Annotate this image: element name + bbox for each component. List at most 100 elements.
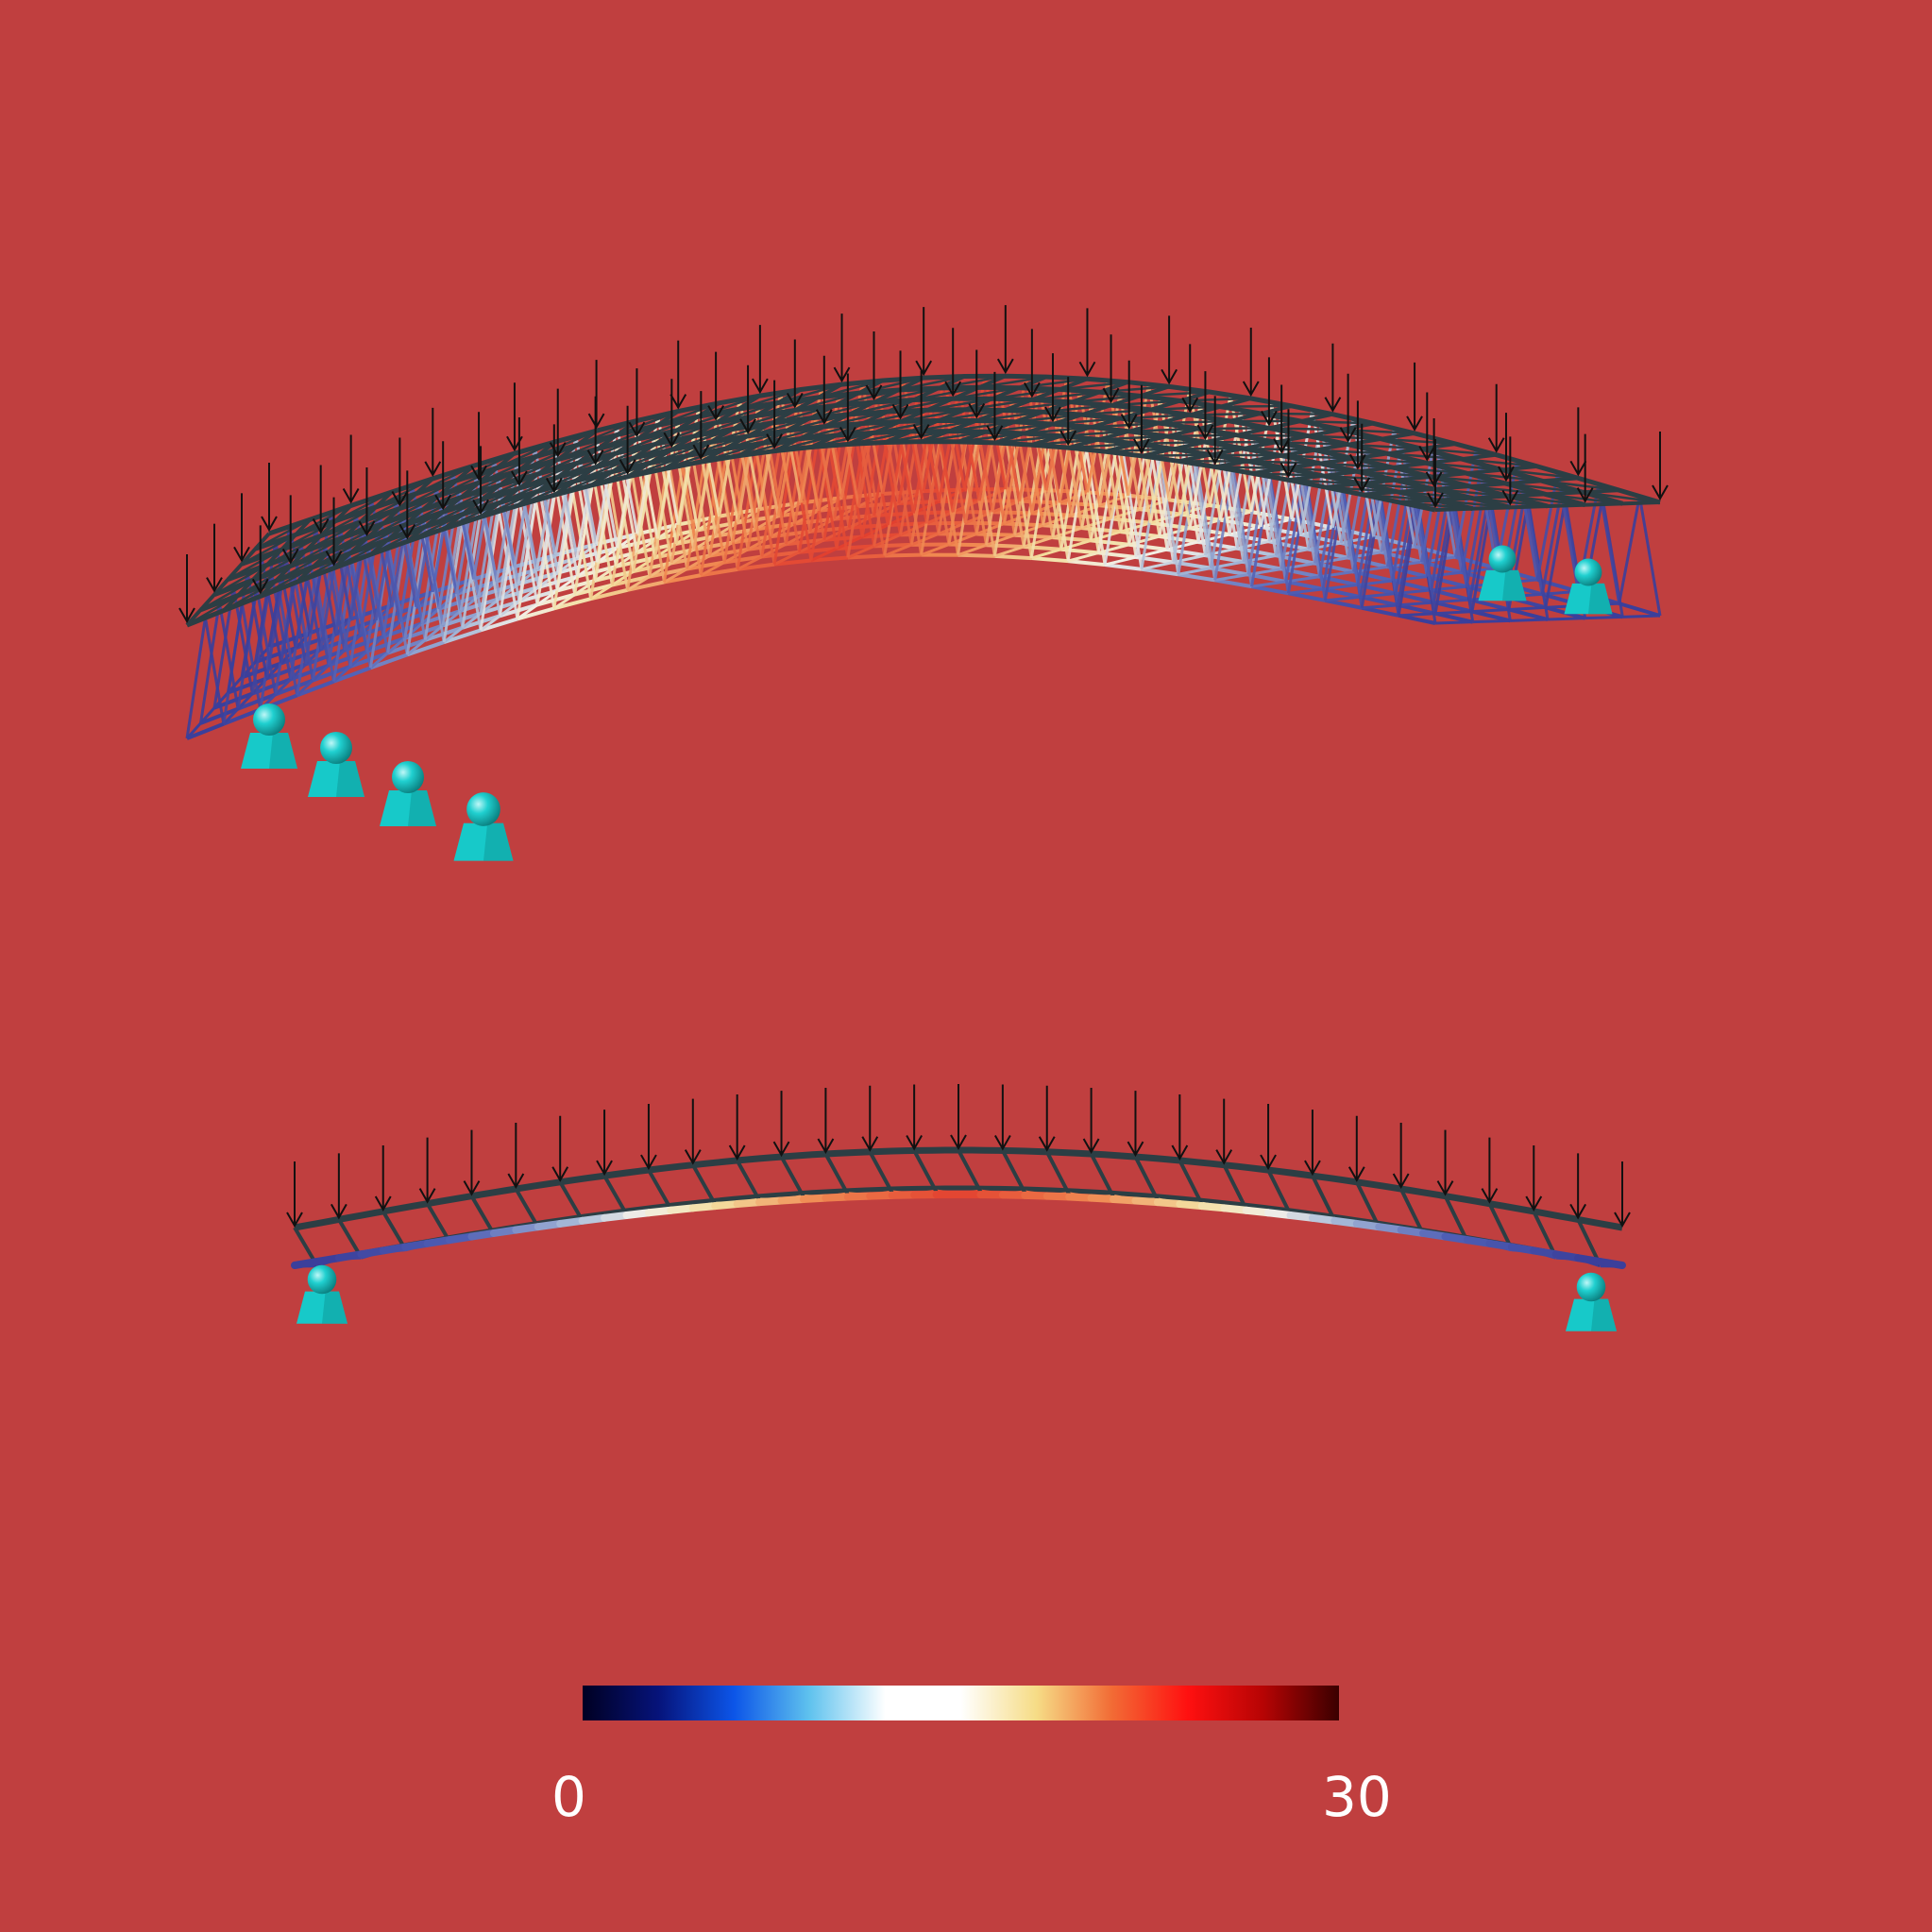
web-diagonal — [1347, 449, 1370, 558]
top-bracing — [1081, 408, 1151, 416]
bottom-cross-member — [421, 607, 441, 625]
top-bracing — [241, 534, 297, 566]
load-arrow — [374, 1144, 392, 1212]
load-arrow — [463, 1129, 481, 1196]
web-diagonal — [937, 387, 961, 502]
load-arrow — [1023, 329, 1041, 398]
bottom-grid-member — [939, 499, 980, 503]
top-bracing — [1140, 390, 1211, 398]
top-bracing — [861, 409, 927, 425]
load-arrow-head — [1498, 466, 1515, 483]
top-bracing — [556, 451, 618, 479]
top-bracing — [557, 433, 619, 461]
load-arrow-head — [1353, 477, 1371, 493]
top-bracing — [349, 523, 406, 554]
load-arrow-head — [286, 1212, 303, 1229]
load-arrow-head — [1059, 430, 1077, 447]
load-arrow-head — [1082, 1138, 1100, 1155]
top-bracing — [517, 444, 578, 472]
bottom-grid-member — [1433, 601, 1473, 614]
bottom-grid-member — [627, 580, 665, 592]
load-arrow — [996, 305, 1014, 375]
top-bracing — [295, 504, 352, 536]
bottom-cross-member — [737, 555, 763, 571]
load-arrow-head — [1576, 487, 1594, 503]
bottom-cross-member — [986, 534, 1016, 547]
top-bracing — [675, 408, 738, 432]
bottom-cross-member — [626, 575, 651, 592]
top-bracing — [1211, 453, 1282, 457]
load-arrow-head — [1181, 397, 1199, 414]
load-arrow-head — [1215, 1149, 1233, 1165]
load-arrow-head — [424, 461, 442, 477]
top-bracing — [375, 477, 433, 509]
top-bracing — [517, 480, 576, 507]
load-arrow-head — [1392, 1173, 1410, 1190]
load-arrow-head — [587, 413, 605, 430]
load-arrow-head — [891, 403, 909, 420]
bottom-grid-member — [723, 554, 763, 565]
bottom-grid-member — [1214, 578, 1252, 589]
bottom-grid-member — [590, 587, 629, 602]
load-arrow — [507, 1123, 525, 1190]
load-arrow — [545, 424, 563, 494]
top-web — [1311, 1175, 1337, 1222]
load-arrow — [1082, 1088, 1100, 1155]
load-arrow — [1044, 353, 1061, 423]
top-web — [691, 1163, 717, 1206]
top-bracing — [537, 448, 599, 475]
load-arrow-head — [669, 394, 687, 410]
bottom-cross-member — [369, 652, 389, 669]
load-arrow — [944, 328, 962, 398]
top-bracing — [1098, 434, 1168, 441]
top-web — [779, 1156, 805, 1198]
load-arrow — [1436, 1129, 1454, 1196]
top-bracing — [1110, 399, 1180, 407]
top-bracing — [1314, 449, 1388, 455]
bottom-grid-member — [958, 552, 995, 558]
support-pedestal-shade — [1502, 569, 1527, 602]
load-arrow-head — [178, 607, 195, 624]
top-bracing — [1128, 427, 1199, 433]
top-web — [1266, 1169, 1293, 1215]
load-arrow — [1614, 1161, 1631, 1229]
top-web — [514, 1187, 540, 1229]
load-arrow-head — [1078, 361, 1096, 378]
load-arrow-head — [1481, 1188, 1499, 1204]
web-diagonal — [311, 559, 333, 681]
top-bracing — [732, 409, 796, 431]
bottom-cross-member — [386, 636, 406, 654]
bottom-grid-member — [199, 706, 239, 725]
top-bracing — [237, 565, 292, 597]
load-arrow — [1196, 371, 1214, 441]
top-bracing — [848, 398, 914, 416]
bottom-cross-member — [1508, 605, 1546, 611]
bottom-grid-member — [948, 542, 987, 548]
top-bracing — [921, 431, 987, 443]
load-arrow-head — [1347, 1166, 1365, 1182]
top-bracing — [1381, 437, 1456, 446]
top-bracing — [1004, 400, 1072, 412]
top-bracing — [1347, 443, 1422, 450]
top-bracing — [649, 441, 711, 465]
top-bracing — [1167, 433, 1238, 438]
load-arrow — [1525, 1144, 1543, 1212]
web-diagonal — [240, 602, 263, 710]
load-arrow — [906, 1084, 924, 1151]
bottom-cross-member — [1398, 612, 1436, 618]
load-arrow — [1353, 423, 1371, 493]
bottom-grid-member — [443, 628, 482, 644]
load-arrow — [178, 554, 195, 624]
bottom-grid-member — [480, 617, 518, 633]
top-bracing — [1031, 391, 1100, 401]
load-arrow-head — [312, 517, 330, 534]
bottom-cross-member — [1173, 553, 1206, 564]
top-web — [337, 1218, 364, 1259]
top-bracing — [1542, 480, 1619, 492]
load-arrow-head — [1339, 427, 1357, 443]
load-arrow-head — [434, 494, 452, 511]
bottom-grid-member — [275, 678, 314, 697]
load-arrow-head — [511, 470, 528, 487]
load-arrow-head — [628, 421, 646, 438]
load-arrow — [986, 371, 1004, 441]
